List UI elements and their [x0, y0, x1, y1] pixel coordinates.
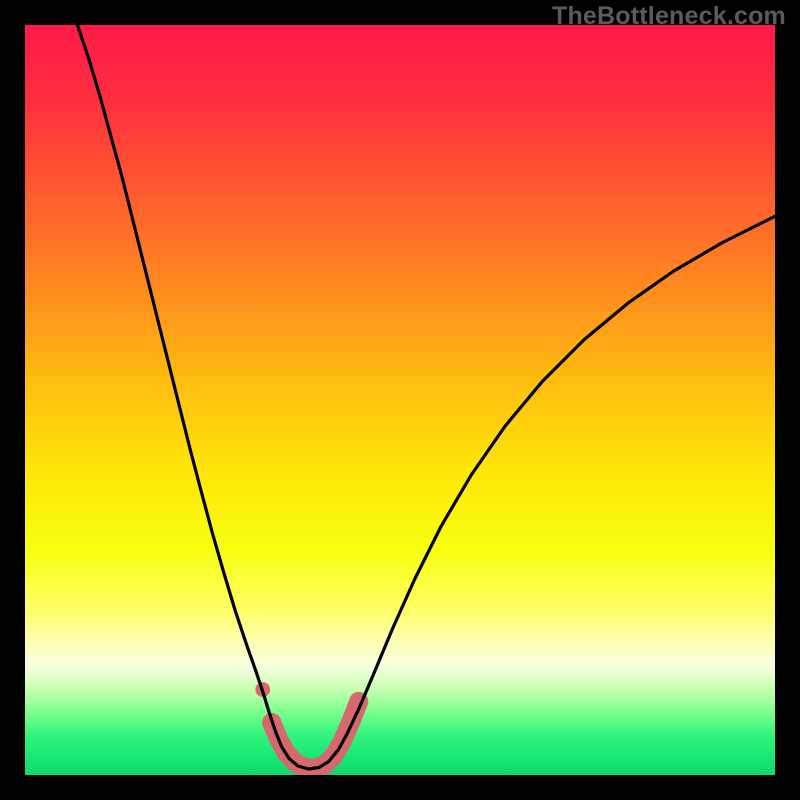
gradient-background: [25, 25, 775, 775]
chart-frame: [25, 25, 775, 775]
bottleneck-curve-chart: [25, 25, 775, 775]
watermark-text: TheBottleneck.com: [552, 2, 786, 31]
